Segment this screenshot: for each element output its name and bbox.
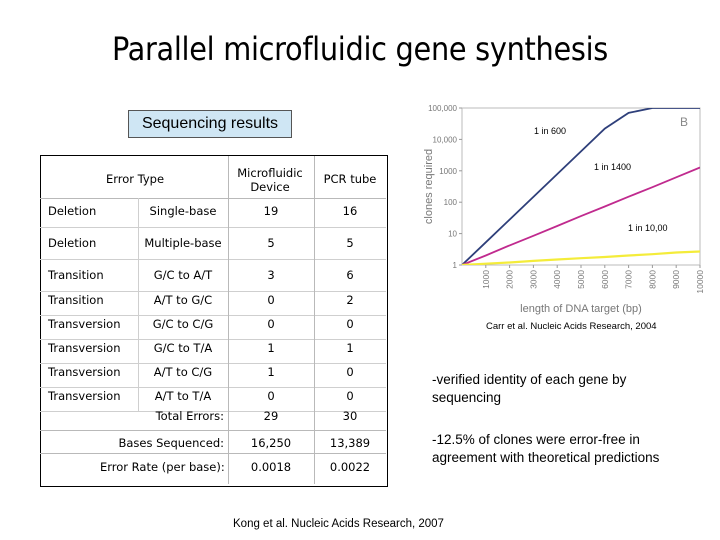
summary-pcr-value: 0.0022 [329,460,371,474]
row-microfluidic-count: 0 [267,317,275,331]
row-pcr-count: 0 [346,365,354,379]
row-microfluidic-count: 0 [267,293,275,307]
series-label-1: 1 in 600 [534,126,566,136]
header-error-type: Error Type [105,172,165,186]
row-error-type: Deletion [48,204,97,218]
x-tick-label: 6000 [600,270,610,289]
x-tick-label: 1000 [481,270,491,289]
x-tick-label: 4000 [552,270,562,289]
y-tick-label: 1 [453,261,458,270]
column-divider-micro [228,156,229,484]
y-tick-label: 1000 [439,167,457,176]
row-error-subtype: G/C to T/A [153,341,213,355]
series-label-2: 1 in 1400 [594,162,631,172]
chart-citation: Carr et al. Nucleic Acids Research, 2004 [486,321,657,332]
row-error-type: Transversion [48,389,121,403]
summary-pcr-value: 30 [342,409,358,423]
note-error-free-clones: -12.5% of clones were error-free in agre… [432,432,660,465]
row-divider [40,363,386,364]
row-microfluidic-count: 19 [263,204,279,218]
row-divider [40,339,386,340]
sequencing-results-label: Sequencing results [128,110,292,138]
summary-divider-2 [40,453,386,454]
plot-area [461,107,701,266]
header-pcr-tube: PCR tube [323,172,377,186]
row-pcr-count: 6 [346,268,354,282]
summary-pcr-value: 13,389 [329,436,371,450]
summary-microfluidic-value: 29 [263,409,279,423]
row-divider [40,227,386,228]
column-divider-subtype [138,198,139,412]
series-line-3 [462,250,700,265]
row-pcr-count: 16 [342,204,358,218]
error-table [40,155,388,487]
x-tick-label: 2000 [505,270,515,289]
summary-label: Error Rate (per base): [100,460,225,474]
x-tick-label: 9000 [671,270,681,289]
column-divider-pcr [314,156,315,484]
row-error-subtype: G/C to A/T [153,268,213,282]
x-tick-label: 7000 [624,270,634,289]
row-divider [40,315,386,316]
y-tick-label: 10 [448,230,457,239]
row-pcr-count: 0 [346,317,354,331]
row-error-subtype: Single-base [149,204,217,218]
bottom-citation: Kong et al. Nucleic Acids Research, 2007 [233,518,444,530]
row-error-type: Transversion [48,341,121,355]
row-error-subtype: G/C to C/G [152,317,214,331]
series-line-2 [462,166,700,265]
series-label-3: 1 in 10,00 [628,223,668,233]
header-divider [40,198,386,199]
summary-microfluidic-value: 0.0018 [250,460,292,474]
summary-label: Total Errors: [155,409,224,423]
y-tick-label: 10,000 [433,135,458,144]
row-error-subtype: A/T to G/C [153,293,213,307]
clones-required-chart: 1 10 100 1000 10,000 100,000 1000 2000 3000 4000 5… [423,104,705,315]
row-microfluidic-count: 0 [267,389,275,403]
slide-title: Parallel microfluidic gene synthesis [112,30,608,68]
row-divider [40,387,386,388]
x-tick-label: 3000 [528,270,538,289]
note-verified-identity: -verified identity of each gene by seque… [432,372,627,405]
x-tick-label: 5000 [576,270,586,289]
row-divider [40,411,386,412]
row-error-subtype: A/T to T/A [154,389,212,403]
row-divider [40,291,386,292]
panel-label: B [680,115,688,129]
row-microfluidic-count: 5 [267,236,275,250]
row-error-type: Transition [48,268,104,282]
series-line-1 [462,108,700,265]
row-pcr-count: 5 [346,236,354,250]
summary-divider-1 [40,430,386,431]
row-error-type: Transversion [48,317,121,331]
row-error-type: Transition [48,293,104,307]
x-tick-label: 8000 [647,270,657,289]
row-pcr-count: 1 [346,341,354,355]
row-microfluidic-count: 3 [267,268,275,282]
x-axis-label: length of DNA target (bp) [520,303,642,315]
row-microfluidic-count: 1 [267,341,275,355]
y-axis-label: clones required [423,149,435,224]
row-divider [40,259,386,260]
x-tick-label: 10000 [695,270,705,294]
summary-label: Bases Sequenced: [118,436,224,450]
row-error-subtype: A/T to C/G [153,365,213,379]
row-pcr-count: 0 [346,389,354,403]
row-error-type: Transversion [48,365,121,379]
summary-microfluidic-value: 16,250 [250,436,292,450]
row-error-subtype: Multiple-base [144,236,222,250]
y-tick-label: 100 [444,198,458,207]
row-microfluidic-count: 1 [267,365,275,379]
y-tick-label: 100,000 [428,104,457,113]
header-microfluidic-device: Microfluidic Device [237,166,303,194]
row-error-type: Deletion [48,236,97,250]
row-pcr-count: 2 [346,293,354,307]
